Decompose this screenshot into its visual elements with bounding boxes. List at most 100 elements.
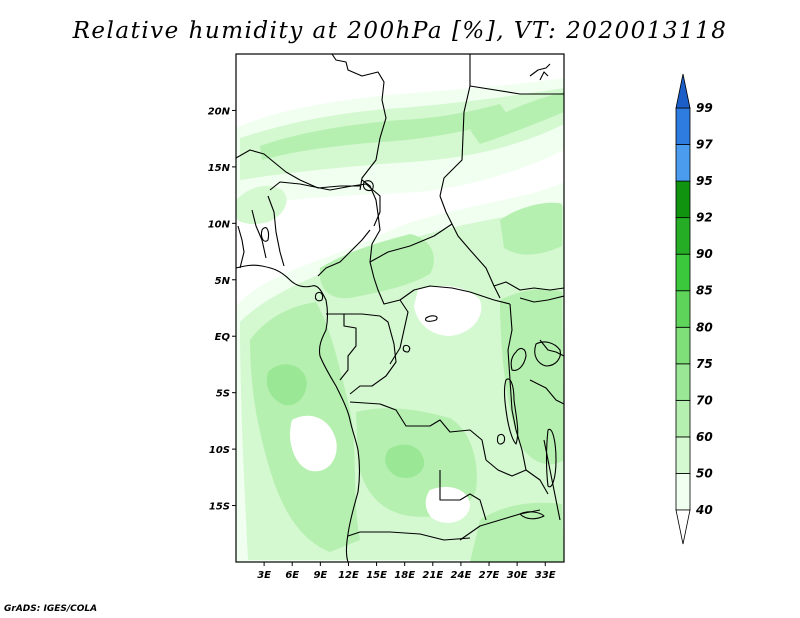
border-angola-zambia (439, 470, 487, 521)
longitude-axis: 3E 6E 9E 12E 15E 18E 21E 24E 27E 30E 33E (257, 562, 556, 581)
lat-tick-label: 10S (209, 445, 230, 456)
border-chad-car (369, 223, 453, 263)
border-mali-niger (236, 149, 360, 189)
border-libya (439, 54, 471, 197)
lake-tanganyika (503, 378, 519, 445)
colorbar-swatch (675, 290, 691, 328)
border-gabon-congo (339, 314, 357, 381)
lon-tick-label: 6E (285, 570, 299, 581)
rh-core-west (266, 364, 307, 406)
colorbar-level-label: 75 (696, 357, 713, 371)
lake-victoria (534, 341, 561, 367)
colorbar-level-label: 90 (696, 247, 713, 261)
lake-small-drc-1 (425, 315, 438, 322)
rh-band-northeast-core (470, 92, 564, 144)
rh-dry-gap-congo (414, 285, 482, 336)
border-sudan-ss (493, 281, 564, 291)
lake-albert (510, 347, 527, 371)
colorbar-swatch (675, 217, 691, 255)
rh-dry-gap-southwest (289, 415, 337, 472)
colorbar-level-label: 99 (696, 101, 713, 115)
lat-tick-label: EQ (215, 332, 231, 343)
colorbar-level-label: 85 (696, 284, 713, 298)
lat-tick-label: 20N (208, 106, 231, 117)
border-angola-drc (349, 401, 487, 461)
border-tanzania (529, 379, 564, 405)
map-title: Relative humidity at 200hPa [%], VT: 202… (72, 18, 728, 44)
border-niger-nigeria (269, 181, 381, 227)
colorbar: 40 50 60 70 75 80 85 90 92 95 97 99 (675, 73, 713, 545)
lake-malawi (545, 428, 557, 488)
lon-tick-label: 33E (535, 570, 556, 581)
lon-tick-label: 18E (394, 570, 415, 581)
rh-dry-gap-southcentral (425, 486, 470, 523)
lon-tick-label: 21E (422, 570, 443, 581)
colorbar-level-label: 80 (696, 320, 713, 334)
border-west-africa-1 (237, 225, 245, 269)
lon-tick-label: 3E (257, 570, 271, 581)
lat-tick-label: 15S (209, 502, 230, 513)
rh-band-north-core (260, 104, 510, 160)
map-frame (235, 53, 565, 563)
coastline-west-africa (236, 264, 361, 562)
lon-tick-label: 9E (313, 570, 327, 581)
colorbar-level-label: 40 (695, 503, 713, 517)
border-angola-namibia (347, 531, 471, 541)
humidity-shading (236, 78, 564, 562)
colorbar-level-label: 95 (696, 174, 713, 188)
colorbar-level-label: 70 (696, 393, 713, 407)
colorbar-swatch (675, 326, 691, 365)
lat-tick-label: 5S (216, 389, 230, 400)
map-boundaries (236, 54, 564, 562)
colorbar-max-arrow (675, 73, 691, 109)
colorbar-swatch (675, 473, 691, 511)
lat-tick-label: 5N (215, 276, 231, 287)
colorbar-min-arrow (675, 509, 691, 545)
lake-volta (260, 227, 270, 242)
colorbar-swatch (675, 180, 691, 219)
colorbar-level-label: 50 (696, 466, 713, 480)
colorbar-level-label: 60 (696, 430, 713, 444)
colorbar-level-label: 92 (696, 211, 713, 225)
border-algeria-niger (331, 54, 387, 191)
rh-core-south (385, 444, 425, 479)
border-west-africa-2 (251, 209, 267, 259)
border-drc-east (507, 303, 527, 471)
lake-small-drc-2 (402, 344, 411, 353)
colorbar-swatch (675, 363, 691, 401)
border-drc-zambia (485, 459, 549, 495)
island-bioko (314, 291, 324, 302)
lake-mweru (496, 433, 506, 445)
colorbar-swatch (675, 436, 691, 474)
lake-chad (362, 180, 374, 192)
lon-tick-label: 27E (479, 570, 500, 581)
lat-tick-label: 10N (208, 219, 231, 230)
lon-tick-label: 30E (507, 570, 528, 581)
lake-kariba (519, 511, 545, 520)
border-ethiopia (519, 295, 564, 303)
colorbar-swatch (675, 399, 691, 438)
colorbar-swatch (675, 253, 691, 292)
border-chad-sudan (439, 195, 501, 299)
grads-credit: GrADS: IGES/COLA (4, 604, 98, 614)
colorbar-level-label: 97 (696, 138, 713, 152)
colorbar-swatch (675, 107, 691, 145)
nile-delta (539, 71, 549, 81)
lon-tick-label: 12E (338, 570, 359, 581)
rh-region-northcentral-core (319, 234, 434, 299)
border-congo-drc (349, 315, 397, 395)
colorbar-swatch (675, 144, 691, 182)
lat-tick-label: 15N (208, 163, 231, 174)
border-cameroon-gabon (326, 313, 381, 317)
latitude-axis: 20N 15N 10N 5N EQ 5S 10S 15S (208, 106, 236, 513)
lon-tick-label: 15E (366, 570, 387, 581)
lon-tick-label: 24E (451, 570, 472, 581)
border-car-drc (389, 299, 409, 365)
rh-region-northeast-core (500, 202, 562, 255)
rh-region-east-core (500, 289, 564, 465)
sinai-coast (529, 63, 551, 77)
border-nigeria-cameroon (317, 229, 371, 277)
border-car-south (373, 277, 511, 305)
border-egypt-sudan (469, 85, 564, 95)
